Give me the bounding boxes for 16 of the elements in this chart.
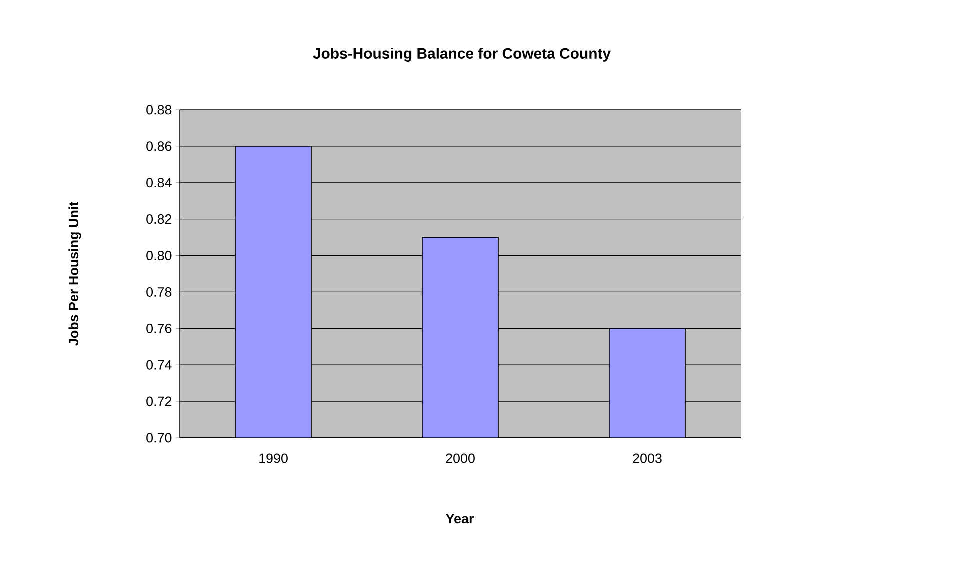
y-axis-title: Jobs Per Housing Unit [68,202,82,346]
y-tick-label: 0.72 [146,396,172,406]
y-tick-label: 0.74 [146,360,172,370]
x-tick-label: 1990 [260,454,288,464]
x-axis-title: Year [446,514,474,524]
y-tick-label: 0.76 [146,324,172,334]
x-tick-label: 2003 [633,454,662,464]
x-tick-label: 2000 [446,454,475,464]
y-tick-label: 0.70 [146,433,172,443]
y-tick-label: 0.88 [146,105,172,115]
y-tick-label: 0.80 [146,251,172,261]
y-tick-label: 0.82 [146,214,172,224]
y-tick-label: 0.84 [146,178,172,188]
y-tick-label: 0.86 [146,142,172,152]
y-tick-label: 0.78 [146,287,172,297]
chart-title: Jobs-Housing Balance for Coweta County [313,48,611,62]
